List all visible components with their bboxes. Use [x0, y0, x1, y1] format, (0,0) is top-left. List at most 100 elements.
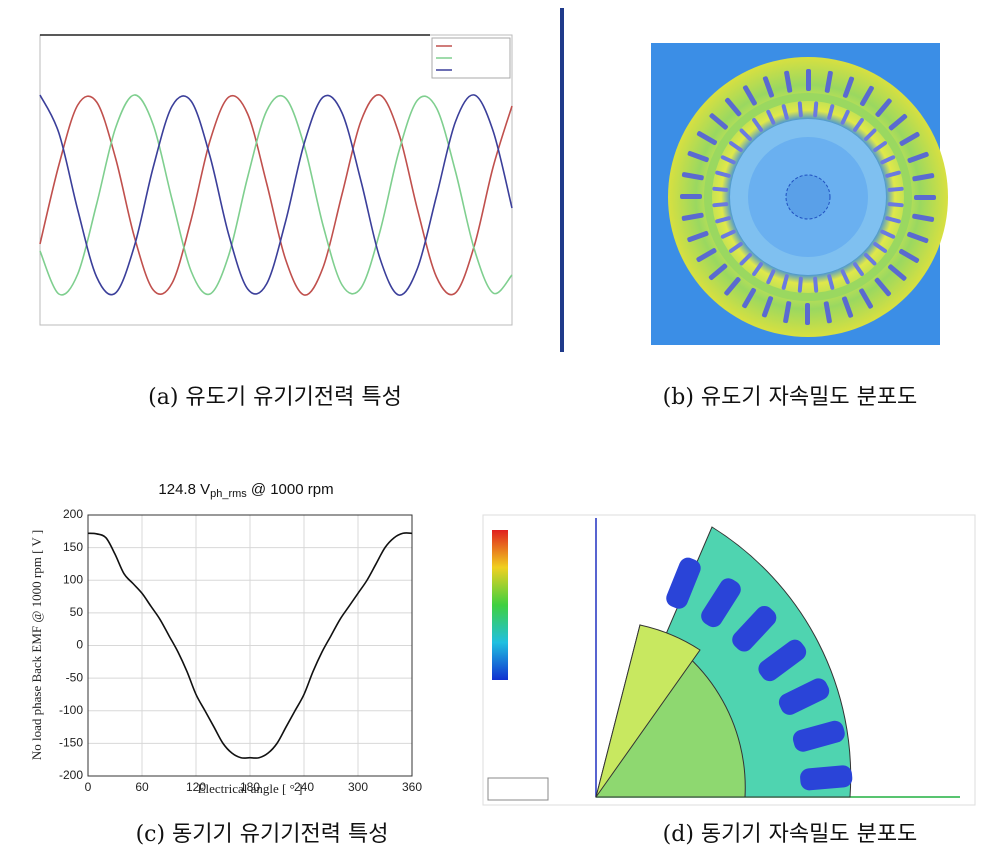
- slot: [914, 195, 936, 200]
- slot: [681, 212, 704, 221]
- slot: [813, 276, 819, 293]
- slot: [680, 194, 702, 199]
- slot: [842, 76, 855, 98]
- slot: [783, 301, 792, 324]
- slot: [888, 264, 907, 281]
- y-axis-label: No load phase Back EMF @ 1000 rpm [ V ]: [29, 530, 44, 760]
- caption: (d) 동기기 자속밀도 분포도: [663, 822, 918, 847]
- chart-title: 124.8 Vph_rms @ 1000 rpm: [158, 481, 333, 500]
- slot: [824, 70, 833, 93]
- slot: [907, 231, 929, 244]
- x-tick-label: 180: [240, 780, 260, 794]
- y-tick-label: -50: [66, 670, 84, 684]
- slot: [762, 76, 775, 98]
- series-line: [39, 94, 513, 296]
- x-tick-label: 120: [186, 780, 206, 794]
- series-line: [87, 532, 413, 759]
- slot: [709, 113, 728, 130]
- slot: [715, 170, 731, 178]
- flux-image-d: [482, 514, 976, 806]
- y-tick-label: 100: [63, 572, 83, 586]
- y-tick-label: -200: [59, 768, 83, 782]
- caption: (b) 유도기 자속밀도 분포도: [663, 385, 918, 410]
- slot: [781, 274, 789, 290]
- slot: [840, 269, 850, 285]
- x-tick-label: 60: [135, 780, 149, 794]
- flux-image-b: [651, 43, 948, 345]
- slot: [732, 605, 777, 652]
- slot: [681, 172, 704, 181]
- slot: [739, 252, 753, 266]
- x-tick-label: 240: [294, 780, 314, 794]
- slot: [728, 242, 743, 253]
- slot: [739, 128, 753, 142]
- slot: [696, 131, 717, 146]
- title-part: 124.8 V: [158, 481, 210, 498]
- slot: [827, 104, 835, 120]
- slot: [712, 186, 729, 192]
- slot: [885, 170, 901, 178]
- slot: [728, 141, 743, 152]
- slot: [800, 765, 853, 791]
- slot: [899, 248, 920, 263]
- x-axis-label: Electrical angle [ ° ]: [198, 781, 303, 796]
- slot: [873, 141, 888, 152]
- y-tick-label: 0: [76, 638, 83, 652]
- slot: [873, 242, 888, 253]
- divider: [560, 8, 564, 352]
- slot: [742, 288, 757, 309]
- y-tick-label: 50: [70, 605, 84, 619]
- slot: [859, 85, 874, 106]
- slot: [696, 248, 717, 262]
- title-part: ph_rms: [210, 488, 247, 500]
- slot: [784, 70, 793, 93]
- slot: [888, 114, 908, 131]
- slot: [880, 155, 896, 165]
- slot: [701, 578, 741, 628]
- slot: [761, 296, 774, 318]
- title-part: @ 1000 rpm: [251, 481, 334, 498]
- slot: [907, 151, 929, 164]
- slot: [853, 117, 864, 132]
- slot: [766, 269, 776, 285]
- slot: [712, 202, 729, 208]
- slot: [853, 262, 864, 277]
- slot: [758, 639, 807, 682]
- slot: [806, 69, 811, 91]
- caption: (c) 동기기 유기기전력 특성: [136, 822, 389, 847]
- series-line: [39, 94, 513, 296]
- slot: [841, 296, 854, 318]
- slot: [899, 132, 920, 146]
- plot-frame: [39, 34, 513, 326]
- slot: [874, 277, 891, 297]
- slot: [880, 229, 896, 239]
- slot: [666, 557, 701, 609]
- slot: [725, 97, 742, 117]
- x-tick-label: 0: [85, 780, 92, 794]
- slot: [840, 109, 850, 125]
- slot: [720, 229, 736, 239]
- x-tick-label: 360: [402, 780, 422, 794]
- slot: [792, 720, 845, 752]
- slot: [797, 101, 803, 118]
- slot: [797, 276, 803, 293]
- slot: [887, 186, 904, 192]
- slot: [823, 301, 832, 324]
- slot: [885, 216, 901, 224]
- slot: [708, 263, 728, 280]
- slot: [912, 173, 935, 182]
- slot: [863, 128, 877, 142]
- slot: [805, 303, 810, 325]
- y-tick-label: 200: [63, 507, 83, 521]
- slot: [720, 155, 736, 165]
- y-tick-label: 150: [63, 540, 83, 554]
- slot: [781, 104, 789, 120]
- y-tick-label: -100: [59, 703, 83, 717]
- slot: [778, 678, 830, 715]
- slot: [813, 101, 819, 118]
- slot: [766, 109, 776, 125]
- slot: [863, 252, 877, 266]
- slot: [743, 85, 757, 106]
- slot: [724, 277, 741, 296]
